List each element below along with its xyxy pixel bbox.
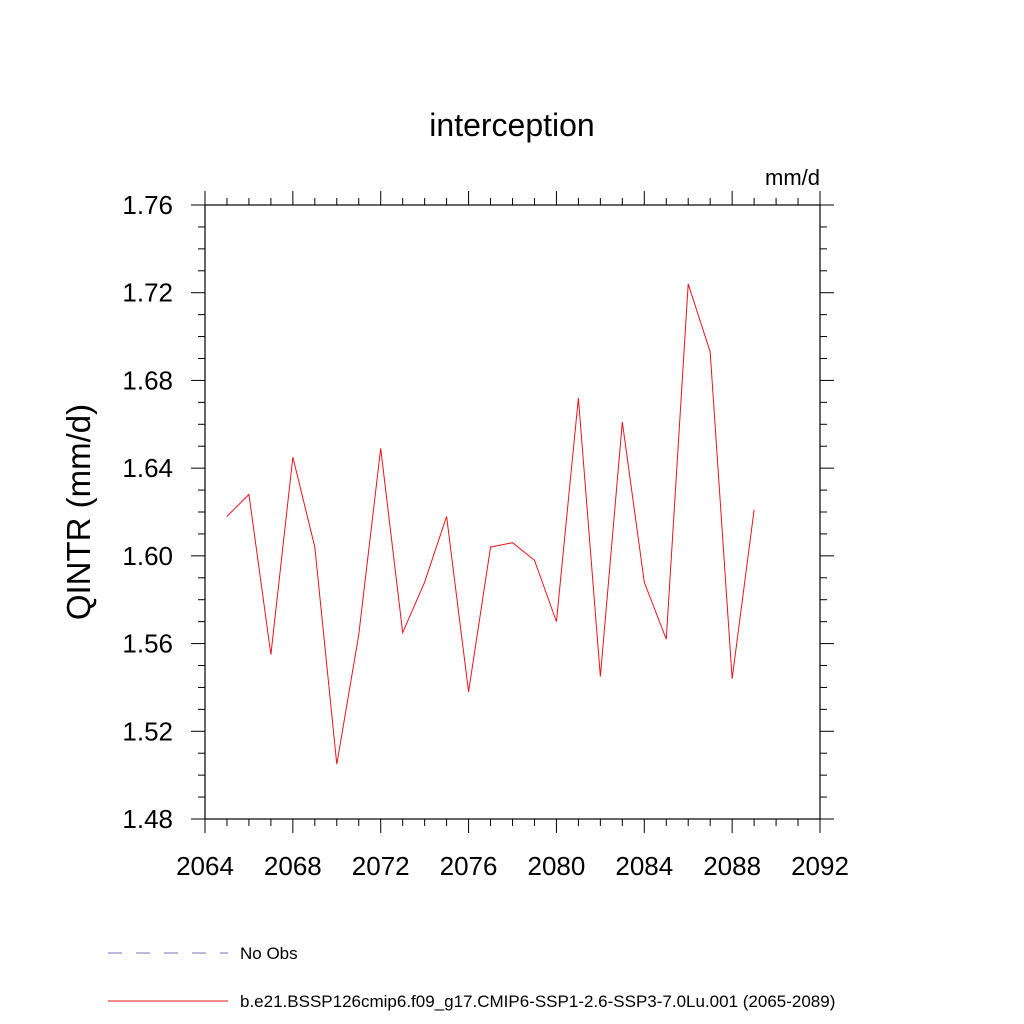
x-tick-label: 2088: [703, 851, 761, 881]
y-tick-label: 1.48: [122, 804, 173, 834]
chart-title: interception: [429, 107, 594, 143]
y-tick-label: 1.68: [122, 365, 173, 395]
y-tick-label: 1.56: [122, 629, 173, 659]
series-layer: [226, 283, 755, 765]
y-axis-label: QINTR (mm/d): [60, 404, 97, 620]
x-tick-label: 2076: [440, 851, 498, 881]
legend-label-model: b.e21.BSSP126cmip6.f09_g17.CMIP6-SSP1-2.…: [240, 992, 835, 1011]
y-axis: 1.48 1.52 1.56 1.60 1.64 1.68 1.72 1.76: [122, 190, 834, 834]
series-line-1: [226, 283, 755, 765]
plot-frame: [204, 204, 821, 820]
legend-label-no-obs: No Obs: [240, 944, 298, 963]
x-tick-label: 2068: [264, 851, 322, 881]
y-tick-label: 1.64: [122, 453, 173, 483]
x-tick-label: 2072: [352, 851, 410, 881]
y-tick-label: 1.76: [122, 190, 173, 220]
x-tick-label: 2084: [615, 851, 673, 881]
x-tick-label: 2080: [528, 851, 586, 881]
legend: No Obs b.e21.BSSP126cmip6.f09_g17.CMIP6-…: [108, 944, 835, 1011]
x-tick-label: 2064: [176, 851, 234, 881]
x-axis: 2064 2068 2072 2076 2080 2084 2088 2092: [176, 191, 849, 881]
y-tick-label: 1.72: [122, 278, 173, 308]
x-tick-label: 2092: [791, 851, 849, 881]
y-tick-label: 1.52: [122, 716, 173, 746]
y-tick-label: 1.60: [122, 541, 173, 571]
units-label: mm/d: [765, 165, 820, 190]
